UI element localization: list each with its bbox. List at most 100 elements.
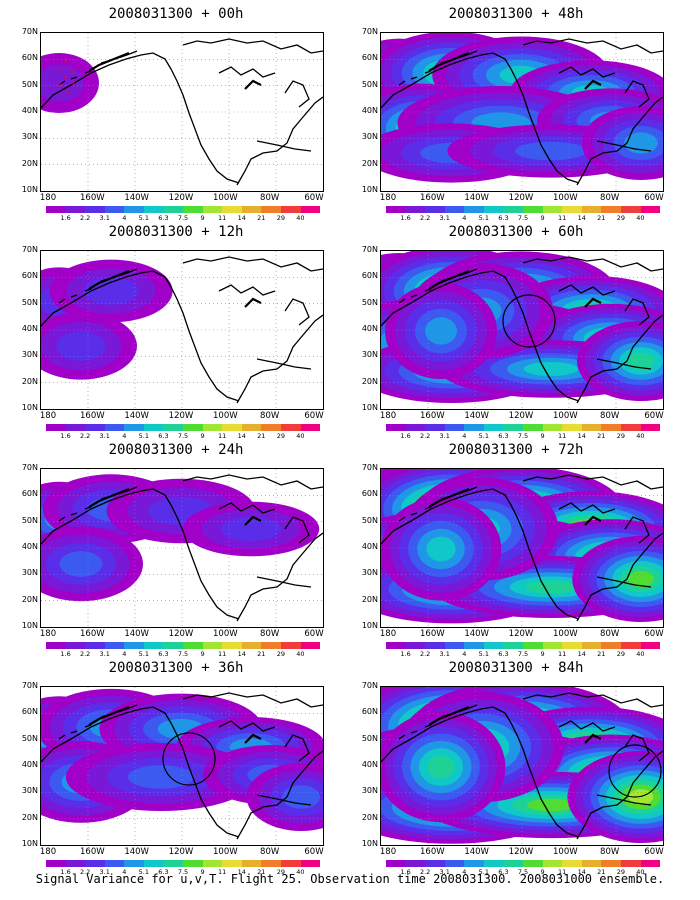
coastline — [284, 734, 310, 762]
map-panel: 2008031300 + 72h 70N 60N 50N 40N 30N 20N 10N 180… — [346, 440, 686, 660]
color-legend-label: 21 — [597, 650, 606, 658]
color-legend-label: 9 — [540, 868, 545, 876]
color-legend-swatch — [640, 206, 661, 213]
figure-caption: Signal Variance for u,v,T. Flight 25. Ob… — [35, 872, 665, 886]
observation-marker: × — [71, 80, 76, 87]
color-legend-swatch — [562, 860, 582, 867]
variance-contour — [59, 551, 103, 577]
x-tick-label: 160W — [420, 411, 445, 421]
variance-contour — [220, 516, 282, 542]
color-legend-label: 14 — [577, 214, 586, 222]
variance-contour — [525, 580, 577, 594]
coastline — [576, 750, 663, 840]
color-legend-swatch — [386, 206, 406, 213]
variance-contour — [427, 755, 455, 779]
map-panel: 2008031300 + 24h 70N 60N 50N 40N 30N 20N 10N 180… — [6, 440, 346, 660]
coastline — [284, 516, 310, 544]
y-tick-label: 30N — [361, 350, 378, 360]
flight-track — [244, 297, 262, 308]
x-tick-label: 100W — [553, 411, 578, 421]
x-tick-label: 160W — [80, 193, 105, 203]
color-legend-label: 14 — [237, 650, 246, 658]
x-tick-label: 100W — [553, 847, 578, 857]
y-tick-label: 30N — [361, 786, 378, 796]
x-tick-label: 160W — [420, 847, 445, 857]
color-legend-swatch — [163, 642, 184, 649]
x-tick-label: 140W — [124, 411, 149, 421]
color-legend-swatch — [464, 424, 484, 431]
color-legend-label: 29 — [276, 214, 285, 222]
coastline — [41, 488, 240, 620]
variance-contour — [282, 785, 320, 809]
color-legend-swatch — [581, 860, 602, 867]
color-legend-label: 29 — [276, 868, 285, 876]
x-tick-label: 140W — [464, 629, 489, 639]
y-tick-label: 70N — [21, 27, 38, 36]
color-legend-label: 29 — [276, 432, 285, 440]
color-legend-swatch — [241, 206, 262, 213]
x-tick-label: 80W — [260, 847, 280, 857]
flight-track — [244, 79, 262, 90]
coastline — [256, 576, 312, 588]
coastline — [236, 750, 323, 840]
y-tick-label: 40N — [21, 760, 38, 769]
y-tick-label: 30N — [21, 132, 38, 142]
color-legend-label: 5.1 — [478, 650, 490, 658]
x-tick-label: 60W — [644, 629, 664, 639]
color-legend-swatch — [425, 424, 445, 431]
coastline — [182, 256, 323, 272]
color-legend-swatch — [444, 860, 465, 867]
color-legend-label: 1.6 — [400, 214, 411, 222]
flight-track — [88, 269, 130, 290]
color-legend-label: 11 — [218, 650, 227, 658]
color-legend-swatch — [280, 642, 301, 649]
color-legend-label: 2.2 — [419, 650, 431, 658]
color-legend-label: 6.3 — [498, 650, 509, 658]
color-legend-swatch — [202, 642, 223, 649]
variance-contour — [425, 317, 457, 345]
color-legend-label: 9 — [540, 650, 545, 658]
x-tick-label: 100W — [213, 847, 238, 857]
coastline — [41, 270, 240, 402]
color-legend-swatch — [464, 206, 484, 213]
variance-contour — [627, 352, 655, 370]
y-tick-label: 40N — [361, 324, 378, 333]
x-tick-label: 140W — [124, 847, 149, 857]
color-legend-label: 9 — [200, 650, 205, 658]
color-legend-swatch — [104, 642, 125, 649]
variance-contour — [127, 765, 195, 789]
color-legend-swatch — [444, 642, 465, 649]
coastline — [522, 256, 663, 272]
map-canvas: ××××××× — [41, 33, 323, 191]
color-legend-label: 11 — [558, 214, 567, 222]
x-tick-label: 160W — [420, 629, 445, 639]
color-legend-swatch — [222, 860, 242, 867]
x-tick-label: 120W — [508, 847, 534, 857]
color-legend-swatch — [46, 860, 66, 867]
color-legend-swatch — [280, 860, 301, 867]
map-canvas — [41, 687, 323, 845]
color-legend-swatch — [425, 860, 445, 867]
y-tick-label: 10N — [21, 185, 38, 194]
coastline — [624, 80, 650, 108]
verification-region-circle — [502, 294, 556, 348]
coastline — [236, 96, 323, 186]
verification-region-circle — [162, 732, 216, 786]
color-legend-swatch — [124, 860, 144, 867]
color-legend-swatch — [620, 860, 641, 867]
y-tick-label: 10N — [21, 621, 38, 630]
x-tick-label: 180 — [39, 193, 57, 203]
color-legend-swatch — [261, 642, 281, 649]
coastline — [182, 692, 323, 708]
color-legend-label: 3.1 — [439, 214, 450, 222]
variance-contour — [624, 132, 658, 154]
color-legend-swatch — [183, 860, 203, 867]
variance-contour — [426, 536, 456, 562]
color-legend-label: 4 — [462, 868, 467, 876]
y-tick-label: 20N — [361, 812, 378, 822]
y-tick-label: 60N — [361, 271, 378, 281]
color-legend-swatch — [523, 424, 543, 431]
y-tick-label: 10N — [361, 403, 378, 412]
coastline — [218, 720, 276, 732]
observation-marker: × — [65, 88, 70, 95]
